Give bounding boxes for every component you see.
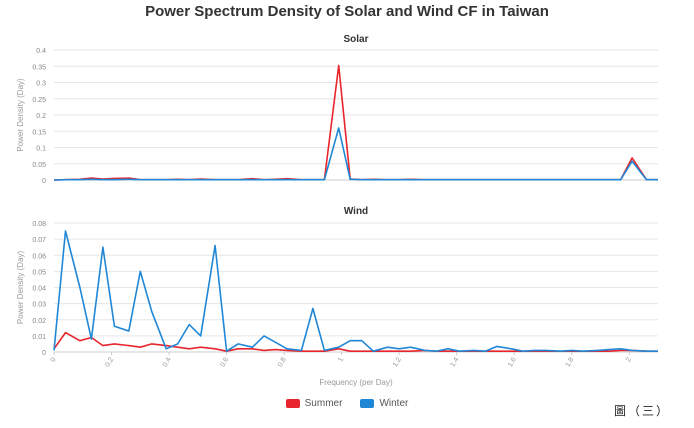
solar-ytick-label: 0.05 — [32, 162, 46, 169]
wind-xtick-label: 1.2 — [392, 356, 403, 368]
solar-subplot-title: Solar — [343, 34, 368, 45]
figure-caption: 圖（三） — [613, 404, 670, 418]
wind-xtick-label: 1 — [337, 356, 345, 363]
wind-xtick-label: 0.2 — [104, 356, 115, 368]
wind-subplot-title: Wind — [344, 206, 368, 217]
legend-item-winter[interactable]: Winter — [360, 398, 408, 409]
wind-series-winter — [53, 230, 658, 353]
solar-panel: Solar 0 0.05 0.1 0.15 0.2 0.25 0.3 0.35 0.4 Power … — [16, 34, 658, 185]
wind-xtick-label: 2 — [625, 356, 633, 363]
wind-ytick-label: 0.08 — [32, 221, 46, 228]
wind-xtick-label: 0.6 — [219, 356, 230, 368]
wind-ylabel: Power Density (Day) — [16, 250, 25, 324]
legend: Summer Winter — [0, 398, 694, 409]
wind-xtick-label: 0 — [50, 356, 58, 363]
solar-ytick-label: 0.3 — [36, 81, 46, 88]
wind-panel: Wind 0 0.01 0.02 0.03 0.04 0.05 0.06 0.07 0.08 Pow… — [16, 206, 658, 387]
legend-item-summer[interactable]: Summer — [285, 398, 343, 409]
legend-swatch-winter — [360, 399, 375, 408]
solar-ytick-label: 0 — [42, 178, 46, 185]
wind-ytick-label: 0.01 — [32, 334, 46, 341]
wind-ytick-label: 0.02 — [32, 318, 46, 325]
wind-ytick-label: 0 — [42, 350, 46, 357]
wind-xtick-label: 1.8 — [565, 356, 576, 368]
wind-xtick-label: 0.4 — [162, 356, 173, 368]
solar-ytick-label: 0.25 — [32, 97, 46, 104]
wind-ytick-label: 0.07 — [32, 237, 46, 244]
wind-xtick-label: 1.4 — [449, 356, 460, 368]
solar-series-winter — [53, 127, 658, 181]
wind-xtick-label: 0.8 — [277, 356, 288, 368]
wind-xtick-label: 1.6 — [507, 356, 518, 368]
solar-ytick-label: 0.35 — [32, 64, 46, 71]
legend-swatch-summer — [285, 399, 300, 408]
solar-ylabel: Power Density (Day) — [16, 78, 25, 152]
chart-title: Power Spectrum Density of Solar and Wind… — [145, 3, 549, 20]
wind-ytick-label: 0.03 — [32, 302, 46, 309]
wind-ytick-label: 0.05 — [32, 269, 46, 276]
wind-xlabel: Frequency (per Day) — [319, 378, 393, 387]
wind-ytick-label: 0.04 — [32, 286, 46, 293]
wind-ytick-label: 0.06 — [32, 253, 46, 260]
legend-label-summer: Summer — [304, 398, 343, 409]
solar-ytick-label: 0.4 — [36, 48, 46, 55]
solar-ytick-label: 0.15 — [32, 129, 46, 136]
solar-ytick-label: 0.2 — [36, 113, 46, 120]
legend-label-winter: Winter — [379, 398, 409, 409]
solar-ytick-label: 0.1 — [36, 146, 46, 153]
